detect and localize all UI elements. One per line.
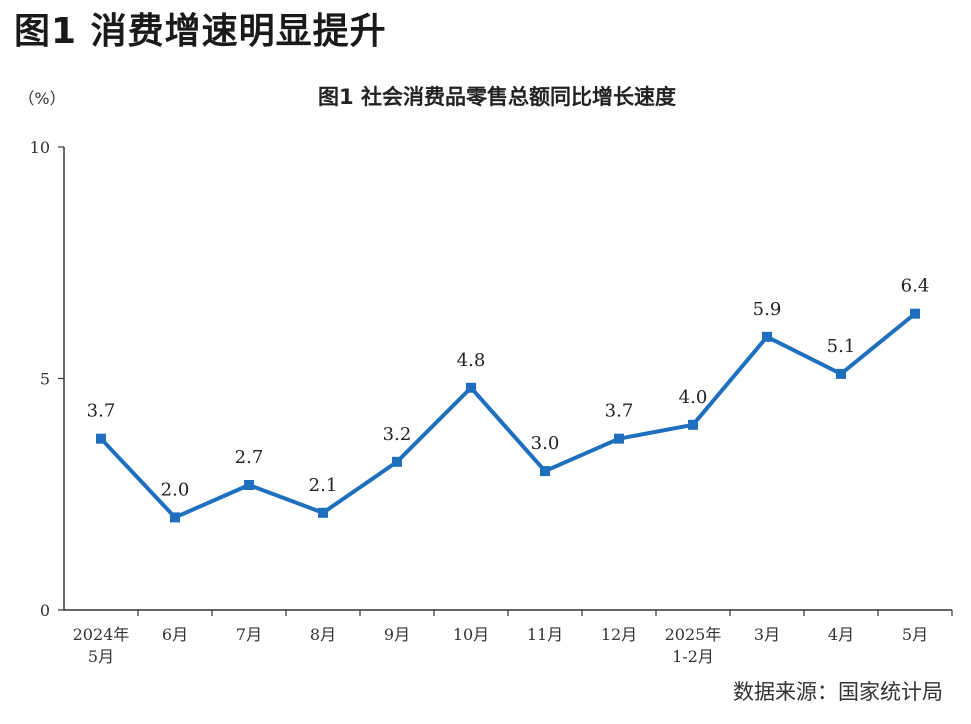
- data-value-label: 3.0: [531, 433, 560, 454]
- data-point-marker: [836, 368, 846, 379]
- data-value-label: 4.8: [457, 350, 486, 371]
- data-value-label: 4.0: [679, 387, 708, 408]
- x-tick-label: 6月: [162, 625, 188, 644]
- x-tick-label: 12月: [601, 625, 637, 644]
- data-point-marker: [96, 433, 106, 444]
- data-value-label: 5.1: [827, 336, 856, 357]
- x-tick-label: 11月: [527, 625, 563, 644]
- series-group: [96, 308, 920, 523]
- x-tick-label: 4月: [828, 625, 854, 644]
- y-tick-label: 10: [30, 138, 50, 157]
- x-axis-ticks: 2024年 5月 6月 7月 8月 9月 10月 11月 12月 2025年 1-2月 3月 4月 5月: [73, 610, 953, 666]
- x-tick-label: 5月: [902, 625, 928, 644]
- x-tick-label: 2025年 1-2月: [665, 625, 722, 666]
- y-axis-ticks: 0 5 10: [30, 138, 64, 620]
- data-value-label: 2.0: [161, 479, 190, 500]
- series-line: [99, 312, 917, 520]
- page-heading: 图1 消费增速明显提升: [14, 11, 387, 52]
- x-tick-label: 7月: [236, 625, 262, 644]
- chart-axes: [63, 147, 952, 611]
- data-value-label: 3.7: [605, 401, 634, 422]
- data-point-marker: [170, 512, 180, 523]
- y-axis-unit-label: （%）: [18, 89, 65, 108]
- data-point-marker: [910, 308, 920, 319]
- data-value-label: 3.7: [87, 401, 116, 422]
- data-value-label: 5.9: [753, 299, 782, 320]
- x-tick-label: 9月: [384, 625, 410, 644]
- x-tick-label: 10月: [453, 625, 489, 644]
- data-value-label: 2.7: [235, 447, 264, 468]
- x-tick-label: 2024年 5月: [73, 625, 130, 666]
- data-source-note: 数据来源：国家统计局: [733, 680, 943, 704]
- data-point-marker: [466, 382, 476, 393]
- data-point-marker: [540, 466, 550, 477]
- y-tick-label: 0: [40, 601, 50, 620]
- x-tick-label: 3月: [754, 625, 780, 644]
- data-point-marker: [762, 331, 772, 342]
- data-point-marker: [244, 479, 254, 490]
- data-value-label: 6.4: [901, 276, 930, 297]
- data-point-marker: [688, 419, 698, 430]
- chart-title: 图1 社会消费品零售总额同比增长速度: [318, 85, 676, 109]
- data-point-marker: [318, 507, 328, 518]
- x-tick-label: 8月: [310, 625, 336, 644]
- data-point-marker: [392, 456, 402, 467]
- data-value-label: 3.2: [383, 424, 412, 445]
- data-labels: 3.7 2.0 2.7 2.1 3.2 4.8 3.0 3.7 4.0 5.9 5.1 6.4: [87, 276, 930, 501]
- y-tick-label: 5: [40, 370, 50, 389]
- data-point-marker: [614, 433, 624, 444]
- data-value-label: 2.1: [309, 475, 338, 496]
